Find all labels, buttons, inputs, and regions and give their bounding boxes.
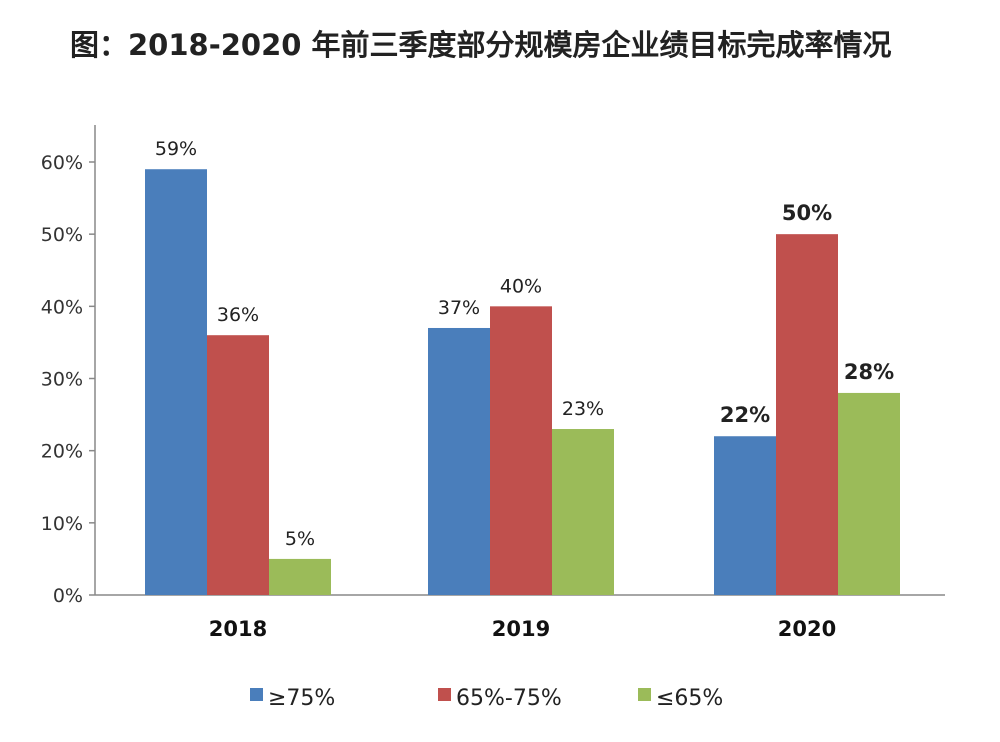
legend-label: ≤65% xyxy=(656,686,723,711)
data-label: 59% xyxy=(155,138,197,160)
legend-label: 65%-75% xyxy=(456,686,562,711)
data-label: 28% xyxy=(844,360,894,384)
bar-2020-series-1 xyxy=(714,436,776,595)
y-tick-label: 0% xyxy=(53,585,83,607)
chart-title: 图：2018-2020 年前三季度部分规模房企业绩目标完成率情况 xyxy=(70,28,892,62)
data-label: 37% xyxy=(438,297,480,319)
y-tick-label: 50% xyxy=(41,224,83,246)
bar-2019-series-1 xyxy=(428,327,490,595)
legend-label: ≥75% xyxy=(268,686,335,711)
x-category-label: 2020 xyxy=(778,617,836,641)
bar-2018-series-1 xyxy=(145,169,207,595)
bar-2018-series-3 xyxy=(269,558,331,595)
data-label: 5% xyxy=(285,528,315,550)
y-tick-label: 30% xyxy=(41,369,83,391)
data-label: 40% xyxy=(500,275,542,297)
bar-2019-series-3 xyxy=(552,429,614,595)
y-tick-label: 40% xyxy=(41,296,83,318)
legend-swatch xyxy=(638,688,651,701)
legend-swatch xyxy=(250,688,263,701)
y-tick-label: 20% xyxy=(41,441,83,463)
x-category-label: 2018 xyxy=(209,617,267,641)
bar-2020-series-3 xyxy=(838,392,900,595)
x-category-label: 2019 xyxy=(492,617,550,641)
legend-swatch xyxy=(438,688,451,701)
bar-2018-series-2 xyxy=(207,335,269,595)
y-tick-label: 60% xyxy=(41,152,83,174)
data-label: 23% xyxy=(562,398,604,420)
bar-2019-series-2 xyxy=(490,306,552,595)
data-label: 50% xyxy=(782,201,832,225)
data-label: 22% xyxy=(720,403,770,427)
data-label: 36% xyxy=(217,304,259,326)
y-tick-label: 10% xyxy=(41,513,83,535)
bar-2020-series-2 xyxy=(776,234,838,595)
